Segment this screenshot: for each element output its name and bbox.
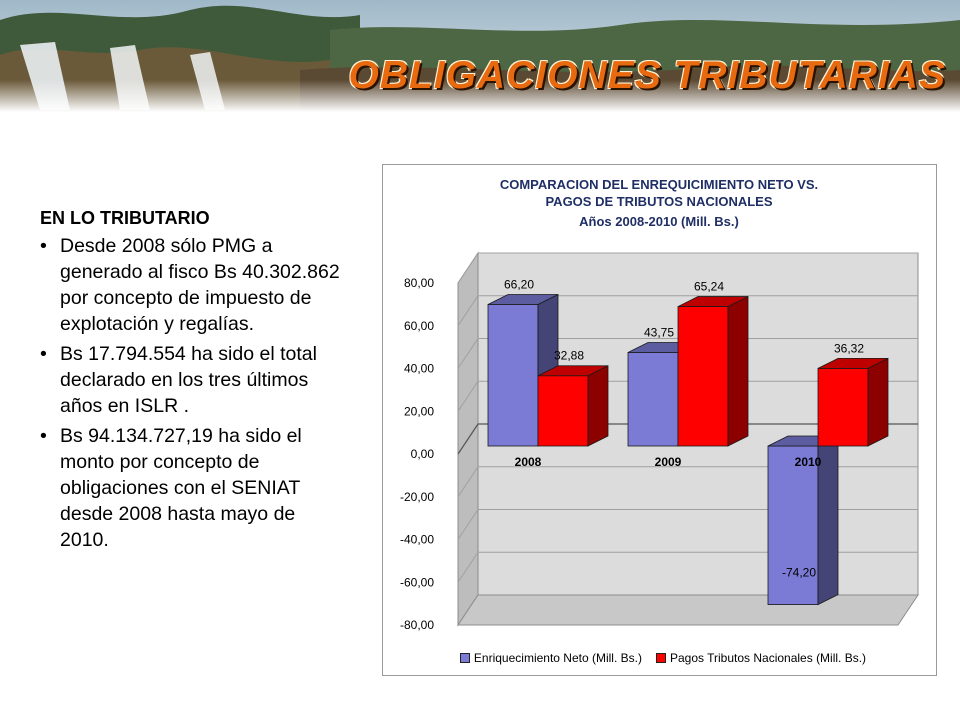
bars: [487, 293, 889, 606]
bar-2009-s1-front: [627, 352, 679, 447]
chart-container: COMPARACION DEL ENREQUICIMIENTO NETO VS.…: [382, 164, 937, 676]
data-labels: 66,20 32,88 43,75 65,24 -74,20 36,32: [504, 277, 864, 579]
text-heading: EN LO TRIBUTARIO: [40, 208, 210, 228]
y-tick-label: -80,00: [400, 618, 434, 632]
y-tick-label: 20,00: [404, 404, 434, 418]
bar-2010-s1-front: [767, 445, 819, 606]
floor: [457, 594, 919, 626]
legend-swatch-red: [655, 653, 666, 663]
x-tick-label-2008: 2008: [515, 455, 542, 469]
gridlines: [457, 252, 918, 583]
bullet-item: • Bs 17.794.554 ha sido el total declarad…: [40, 341, 340, 419]
bullet-text: Bs 94.134.727,19 ha sido el monto por co…: [60, 425, 302, 551]
bar-2008-s1-top: [487, 294, 559, 305]
bar-2010-s2-side: [867, 357, 889, 447]
chart-title-line-1: COMPARACION DEL ENREQUICIMIENTO NETO VS.: [500, 177, 818, 192]
bullet-icon: •: [40, 343, 47, 365]
bar-2009-s2-side: [727, 295, 749, 447]
header-banner: OBLIGACIONES TRIBUTARIAS: [0, 0, 960, 112]
y-tick-label: 40,00: [404, 362, 434, 376]
bullet-icon: •: [40, 235, 47, 257]
data-label-2010-s1: -74,20: [782, 566, 816, 580]
chart-title-line-3: Años 2008-2010 (Mill. Bs.): [579, 214, 739, 229]
y-tick-label: 60,00: [404, 319, 434, 333]
category-labels: 2008 2009 2010: [515, 455, 822, 469]
y-tick-label: -20,00: [400, 490, 434, 504]
y-tick-label: -60,00: [400, 575, 434, 589]
x-tick-label-2009: 2009: [655, 455, 682, 469]
legend-item-pagos: Pagos Tributos Nacionales (Mill. Bs.): [655, 651, 867, 665]
bar-2010-s2-front: [817, 367, 869, 447]
bullet-text: Desde 2008 sólo PMG a generado al fisco …: [60, 235, 340, 335]
gridline: [457, 338, 918, 369]
y-tick-label: 80,00: [404, 276, 434, 290]
legend-item-enriquecimiento: Enriquecimiento Neto (Mill. Bs.): [459, 651, 642, 665]
slide-title: OBLIGACIONES TRIBUTARIAS: [348, 54, 946, 97]
waterfall-banner-image: [0, 0, 960, 112]
bullet-text: Bs 17.794.554 ha sido el total declarado…: [60, 343, 317, 417]
y-tick-label: 0,00: [411, 447, 435, 461]
legend-label: Pagos Tributos Nacionales (Mill. Bs.): [669, 651, 867, 665]
bullet-list: • Desde 2008 sólo PMG a generado al fisco…: [40, 233, 340, 553]
bar-2008-s2-top: [537, 365, 609, 377]
legend-swatch-blue: [459, 653, 470, 663]
data-label-2009-s2: 65,24: [694, 280, 724, 294]
gridline: [457, 295, 918, 327]
data-label-2010-s2: 36,32: [834, 341, 864, 355]
bullet-item: • Bs 94.134.727,19 ha sido el monto por c…: [40, 423, 340, 553]
data-label-2009-s1: 43,75: [644, 325, 674, 339]
legend-label: Enriquecimiento Neto (Mill. Bs.): [473, 651, 642, 665]
text-block: EN LO TRIBUTARIO • Desde 2008 sólo PMG a …: [40, 208, 340, 557]
bar-2008-s2-side: [587, 365, 609, 447]
bar-2010-s2-top: [817, 357, 889, 369]
y-tick-label: -40,00: [400, 533, 434, 547]
bar-chart: COMPARACION DEL ENREQUICIMIENTO NETO VS.…: [400, 177, 919, 632]
gridline: [457, 252, 918, 284]
bullet-item: • Desde 2008 sólo PMG a generado al fisco…: [40, 233, 340, 337]
bar-2009-s2-top: [677, 296, 749, 307]
chart-title-line-2: PAGOS DE TRIBUTOS NACIONALES: [545, 194, 772, 209]
bar-2008-s2-front: [537, 375, 589, 447]
gridline: [457, 380, 918, 412]
bar-2009-s2-front: [677, 306, 729, 447]
x-tick-label-2010: 2010: [795, 455, 822, 469]
bar-2008-s1-front: [487, 304, 539, 447]
data-label-2008-s2: 32,88: [554, 349, 584, 363]
y-axis: 80,00 60,00 40,00 20,00 0,00 -20,00 -40,00 -60,…: [400, 276, 434, 632]
zero-line: [457, 423, 918, 455]
chart-legend: Enriquecimiento Neto (Mill. Bs.) Pagos T…: [423, 647, 903, 669]
data-label-2008-s1: 66,20: [504, 277, 534, 291]
bullet-icon: •: [40, 425, 47, 447]
